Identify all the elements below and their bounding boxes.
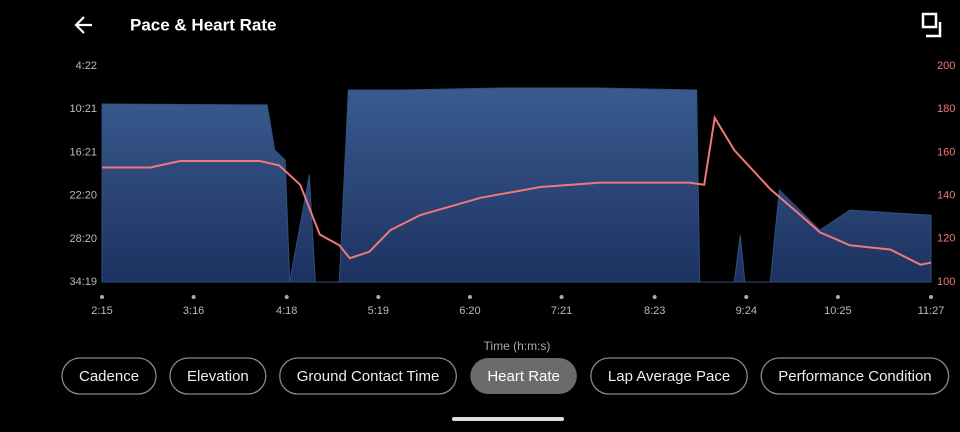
page-title: Pace & Heart Rate xyxy=(130,15,276,34)
pace-area xyxy=(101,87,932,283)
chip[interactable]: Heart Rate xyxy=(470,358,577,394)
y2-tick-label: 100 xyxy=(937,276,955,288)
chip[interactable]: Performance Condition xyxy=(760,357,950,395)
chip-label: Heart Rate xyxy=(487,368,560,385)
y-tick-label: 16:21 xyxy=(69,146,97,158)
x-tick-label: 11:27 xyxy=(918,305,945,317)
x-tick-label: 4:18 xyxy=(276,305,297,317)
y2-tick-label: 120 xyxy=(937,233,955,245)
chart: 4:22 10:21 16:21 22:20 28:20 34:19 100 120 140 16… xyxy=(69,60,955,317)
home-indicator xyxy=(452,417,564,421)
icon-part xyxy=(921,12,938,29)
y2-tick-label: 140 xyxy=(937,190,955,202)
y2-tick-label: 180 xyxy=(937,103,955,115)
y-tick-label: 34:19 xyxy=(69,276,97,288)
chip-outline xyxy=(61,357,157,395)
x-tick xyxy=(376,295,381,299)
x-tick-label: 6:20 xyxy=(459,305,480,317)
x-tick xyxy=(744,295,749,299)
y2-tick-label: 160 xyxy=(937,146,955,158)
chip[interactable]: Ground Contact Time xyxy=(279,357,457,395)
chip[interactable]: Lap Average Pace xyxy=(590,357,748,395)
x-tick-label: 2:15 xyxy=(91,305,112,317)
y-tick-label: 28:20 xyxy=(69,233,97,245)
fullscreen-button[interactable] xyxy=(921,12,942,38)
x-tick-label: 10:25 xyxy=(824,305,852,317)
y-tick-label: 22:20 xyxy=(69,189,97,201)
x-tick xyxy=(559,295,564,299)
x-tick xyxy=(191,295,196,299)
icon-part xyxy=(926,22,942,38)
chip-label: Performance Condition xyxy=(778,368,931,385)
x-tick xyxy=(652,295,657,299)
y-tick-label: 4:22 xyxy=(76,60,97,72)
x-tick-label: 7:21 xyxy=(551,305,572,317)
chip-outline xyxy=(169,357,267,395)
x-tick-label: 9:24 xyxy=(736,305,757,317)
x-tick xyxy=(835,295,840,299)
chip[interactable]: Elevation xyxy=(169,357,267,395)
x-axis-label: Time (h:m:s) xyxy=(484,339,551,353)
x-tick xyxy=(929,295,933,299)
x-tick-label: 5:19 xyxy=(368,305,389,317)
x-tick-label: 3:16 xyxy=(183,305,204,317)
chip[interactable]: Cadence xyxy=(61,357,157,395)
back-button[interactable] xyxy=(74,16,92,34)
chip-label: Lap Average Pace xyxy=(608,368,730,385)
x-tick xyxy=(467,295,472,299)
chip-outline xyxy=(470,358,577,394)
chip-label: Ground Contact Time xyxy=(297,368,440,385)
x-tick xyxy=(100,295,104,299)
chip-label: Elevation xyxy=(187,368,249,385)
x-tick xyxy=(284,295,289,299)
y2-tick-label: 200 xyxy=(937,60,955,72)
chip-outline xyxy=(279,357,457,395)
x-tick-label: 8:23 xyxy=(644,305,665,317)
chip-row: Cadence Elevation Ground Contact Time Heart… xyxy=(61,357,950,395)
back-arrow xyxy=(74,16,92,34)
chip-label: Cadence xyxy=(79,368,139,385)
y-tick-label: 10:21 xyxy=(69,103,97,115)
chip-outline xyxy=(760,357,950,395)
chip-outline xyxy=(590,357,748,395)
heart-rate-line xyxy=(102,114,932,266)
